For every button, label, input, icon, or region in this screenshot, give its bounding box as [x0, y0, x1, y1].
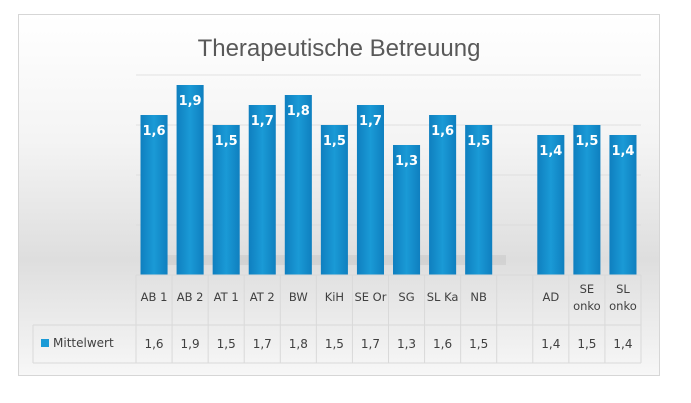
bar: [465, 125, 493, 275]
tick-label: SL Ka: [427, 290, 459, 304]
data-label: 1,3: [395, 154, 418, 169]
bar: [573, 125, 601, 275]
table-cell: 1,4: [613, 337, 632, 351]
table-cell: 1,4: [541, 337, 560, 351]
legend-label: Mittelwert: [53, 336, 114, 350]
table-cell: 1,9: [181, 337, 200, 351]
legend-key: [41, 339, 49, 347]
bar-chart: 1,6 1,9 1,5 1,7 1,8 1,5 1,7 1,3 1,6 1,5 1,4 1,5 1,4 A…: [32, 74, 642, 364]
bar: [356, 105, 384, 275]
table-cell: 1,5: [217, 337, 236, 351]
chart-frame: Therapeutische Betreuung 1,6 1,9 1,5 1,7 1,8…: [18, 14, 660, 376]
tick-label: KiH: [325, 290, 344, 304]
table-cell: 1,6: [144, 337, 163, 351]
table-cell: 1,7: [253, 337, 272, 351]
bar: [176, 85, 204, 275]
table-cell: 1,5: [577, 337, 596, 351]
tick-label: onko: [573, 299, 601, 313]
data-label: 1,4: [611, 144, 634, 159]
bar: [284, 95, 312, 275]
tick-label: SG: [398, 290, 414, 304]
tick-label: AB 2: [177, 290, 204, 304]
data-label: 1,5: [575, 134, 598, 149]
data-label: 1,4: [539, 144, 562, 159]
bar: [429, 115, 457, 275]
data-label: 1,9: [179, 94, 202, 109]
bar: [609, 135, 637, 275]
data-label: 1,6: [431, 124, 454, 139]
tick-label: BW: [289, 290, 308, 304]
tick-label: SE Or: [354, 290, 386, 304]
bar: [320, 125, 348, 275]
tick-label: SL: [616, 282, 630, 296]
bar: [212, 125, 240, 275]
data-label: 1,5: [467, 134, 490, 149]
table-cell: 1,3: [397, 337, 416, 351]
table-cell: 1,6: [433, 337, 452, 351]
data-label: 1,5: [323, 134, 346, 149]
table-cell: 1,5: [325, 337, 344, 351]
bar: [393, 145, 421, 275]
table-cell: 1,7: [361, 337, 380, 351]
bar: [140, 115, 168, 275]
bar: [537, 135, 565, 275]
data-label: 1,7: [251, 114, 274, 129]
data-label: 1,6: [143, 124, 166, 139]
tick-label: AT 2: [250, 290, 275, 304]
tick-label: AD: [542, 290, 559, 304]
table-cell: 1,8: [289, 337, 308, 351]
tick-label: onko: [609, 299, 637, 313]
bar: [248, 105, 276, 275]
tick-label: SE: [580, 282, 595, 296]
data-label: 1,7: [359, 114, 382, 129]
tick-label: NB: [470, 290, 487, 304]
chart-title: Therapeutische Betreuung: [197, 35, 481, 62]
data-label: 1,8: [287, 104, 310, 119]
data-label: 1,5: [215, 134, 238, 149]
tick-label: AB 1: [141, 290, 168, 304]
table-cell: 1,5: [469, 337, 488, 351]
tick-label: AT 1: [214, 290, 239, 304]
